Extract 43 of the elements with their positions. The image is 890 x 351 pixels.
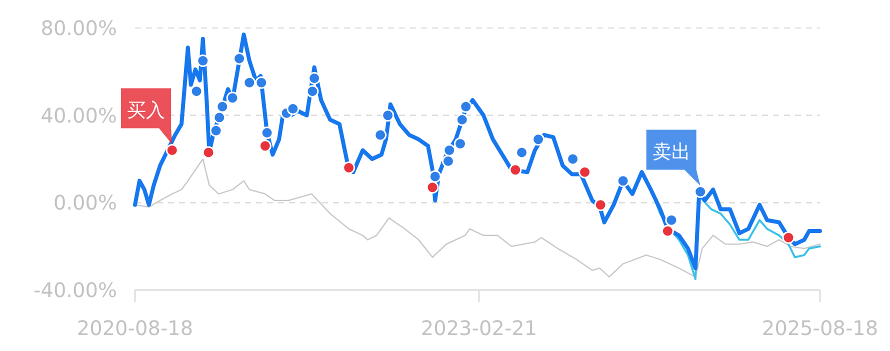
point (374, 128, 387, 142)
point (286, 102, 300, 116)
point (782, 231, 795, 244)
point (216, 100, 229, 113)
point (233, 52, 246, 65)
y-tick-label: 0.00% (53, 190, 117, 215)
x-tick-label: 2023-02-21 (420, 316, 538, 340)
x-tick-label: 2025-08-18 (762, 316, 878, 340)
point (226, 92, 239, 104)
point (308, 72, 321, 84)
point (306, 85, 319, 98)
point (454, 137, 466, 150)
point (532, 133, 545, 146)
point (243, 76, 256, 89)
point (255, 76, 268, 89)
point (443, 144, 456, 157)
point (578, 166, 592, 178)
point (661, 224, 674, 238)
point (210, 124, 222, 137)
point (442, 154, 454, 168)
point (616, 174, 630, 188)
annotation: 卖出 (652, 140, 690, 163)
point (509, 164, 522, 176)
point (665, 214, 678, 226)
x-tick-label: 2020-08-18 (76, 316, 194, 340)
y-tick-label: 80.00% (40, 16, 117, 40)
point (202, 146, 215, 159)
point (213, 111, 226, 124)
point (190, 85, 203, 98)
point (594, 198, 607, 212)
point (460, 100, 472, 113)
point (428, 170, 442, 183)
point (426, 181, 439, 194)
point (260, 126, 274, 140)
y-tick-label: 40.00% (40, 103, 117, 128)
point (382, 109, 394, 122)
point (342, 161, 356, 174)
point (258, 140, 272, 152)
point (456, 113, 468, 126)
y-tick-label: -40.00% (34, 278, 117, 302)
annotation: 买入 (127, 99, 165, 122)
point (196, 54, 210, 67)
point (694, 186, 707, 198)
